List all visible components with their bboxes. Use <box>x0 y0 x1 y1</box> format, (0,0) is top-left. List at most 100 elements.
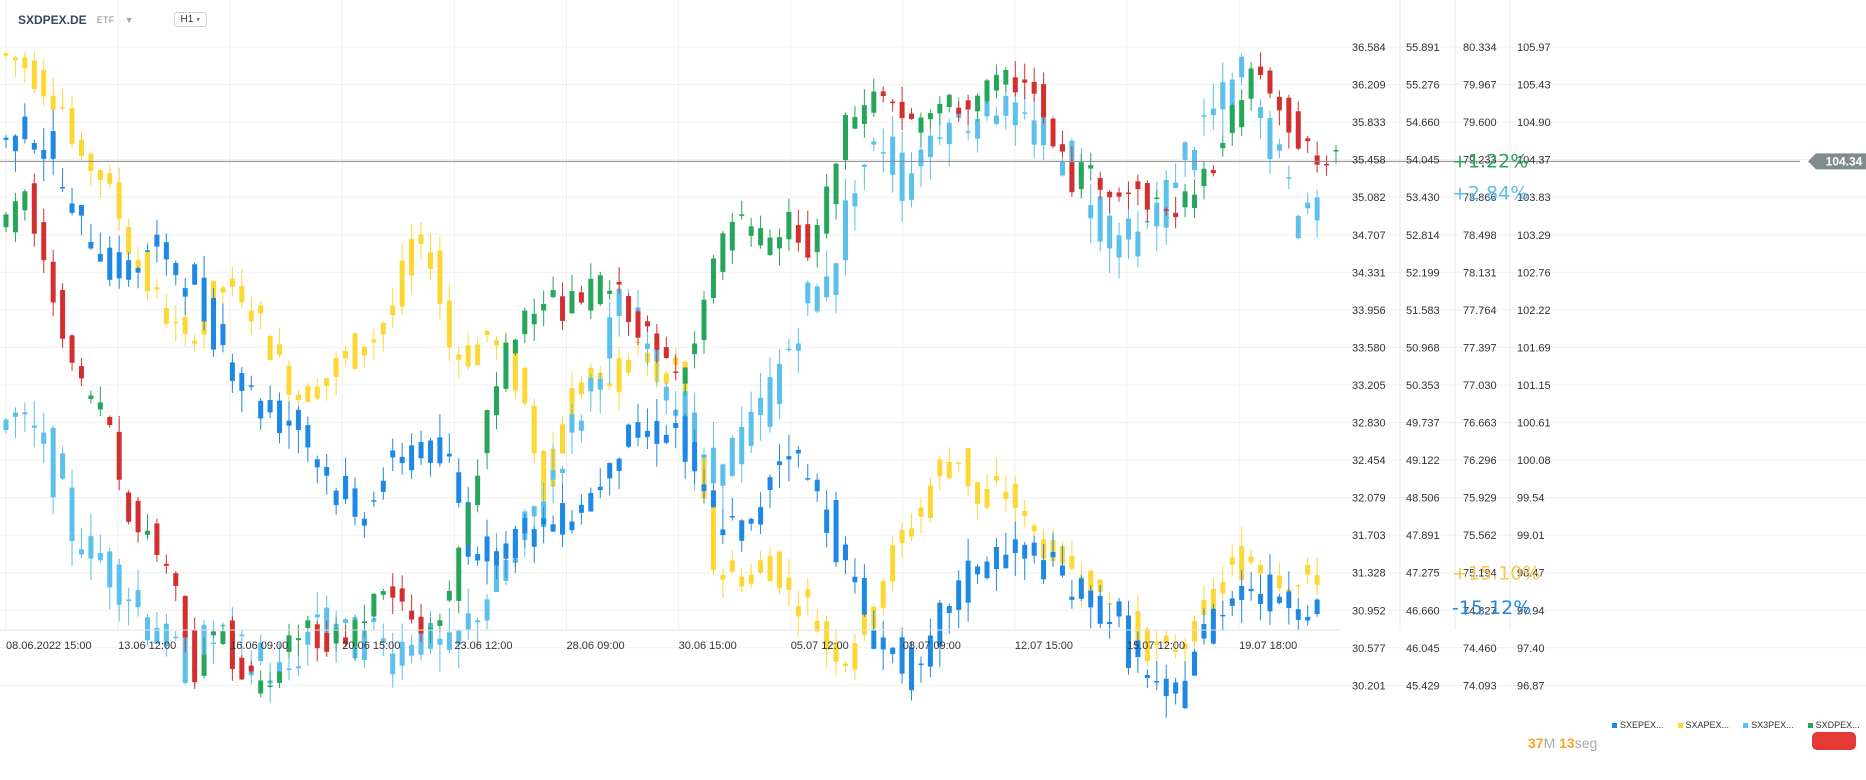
candle-body <box>937 459 943 477</box>
candle-body <box>69 203 75 213</box>
candle-body <box>1069 556 1075 569</box>
candle-body <box>1003 70 1009 85</box>
y-axis-tick-label: 99.01 <box>1517 530 1545 542</box>
candle-body <box>352 620 358 647</box>
candle-body <box>965 100 971 110</box>
candle-body <box>163 563 169 566</box>
y-axis-tick-label: 47.275 <box>1406 568 1440 580</box>
candle-body <box>1050 551 1056 558</box>
candle-body <box>1041 560 1047 580</box>
candle-body <box>833 642 839 662</box>
y-axis-tick-label: 98.47 <box>1517 568 1545 580</box>
candle-body <box>814 479 820 492</box>
candle-body <box>465 345 471 367</box>
candle-body <box>776 551 782 589</box>
candle-body <box>918 507 924 517</box>
candle-body <box>824 186 830 234</box>
candle-body <box>626 296 632 323</box>
candle-body <box>824 276 830 298</box>
candle-body <box>786 211 792 240</box>
candle-body <box>758 397 764 416</box>
candle-body <box>1022 112 1028 114</box>
timeframe-selector[interactable]: H1 ▾ <box>173 12 208 27</box>
candle-body <box>710 490 716 508</box>
candle-body <box>909 113 915 119</box>
candle-body <box>1229 105 1235 133</box>
chevron-down-icon[interactable]: ▼ <box>124 14 134 25</box>
symbol-label[interactable]: SXDPEX.DE <box>18 12 87 27</box>
candle-body <box>899 152 905 202</box>
candle-body <box>597 486 603 491</box>
candle-body <box>758 507 764 525</box>
candle-body <box>824 509 830 533</box>
candle-body <box>154 627 160 644</box>
x-axis-tick-label: 20.06 15:00 <box>342 640 400 652</box>
candle-body <box>1305 138 1311 142</box>
candle-body <box>1305 616 1311 621</box>
candle-body <box>1088 205 1094 219</box>
candle-body <box>446 453 452 457</box>
candle-body <box>1003 491 1009 500</box>
candle-body <box>1305 564 1311 575</box>
y-axis-tick-label: 54.660 <box>1406 117 1440 129</box>
candle-body <box>484 536 490 562</box>
candle-body <box>795 343 801 351</box>
x-axis: 08.06.2022 15:00 13.06 12:00 16.06 09:00 20… <box>0 629 1340 652</box>
candle-body <box>31 183 37 234</box>
legend-label: SXDPEX... <box>1815 720 1860 730</box>
candle-body <box>258 642 264 662</box>
candle-body <box>1069 162 1075 193</box>
candle-body <box>295 638 301 641</box>
candle-body <box>1059 565 1065 576</box>
candle-body <box>258 305 264 314</box>
candle-body <box>843 544 849 561</box>
candle-body <box>343 637 349 645</box>
y-axis-tick-label: 31.328 <box>1352 568 1386 580</box>
candle-body <box>12 57 18 61</box>
candle-body <box>333 628 339 644</box>
candle-body <box>739 426 745 465</box>
candle-body <box>126 227 132 255</box>
candle-body <box>324 632 330 652</box>
candle-body <box>1295 111 1301 149</box>
candle-body <box>1258 593 1264 605</box>
candle-body <box>550 470 556 480</box>
candle-body <box>701 454 707 458</box>
legend-item[interactable]: SXDPEX... <box>1807 720 1860 730</box>
candle-body <box>1144 183 1150 210</box>
candle-body <box>918 663 924 666</box>
candle-body <box>116 252 122 279</box>
candle-body <box>927 135 933 158</box>
candle-body <box>918 149 924 167</box>
candle-body <box>1003 95 1009 116</box>
y-axis-tick-label: 102.22 <box>1517 305 1551 317</box>
candle-body <box>578 382 584 395</box>
candle-body <box>861 577 867 615</box>
legend-item[interactable]: SXAPEX... <box>1677 720 1729 730</box>
candle-body <box>767 555 773 582</box>
candle-body <box>1107 215 1113 249</box>
candle-body <box>390 305 396 316</box>
candle-body <box>390 450 396 458</box>
candle-body <box>663 434 669 443</box>
y-axis-tick-label: 97.94 <box>1517 605 1545 617</box>
candle-body <box>144 530 150 535</box>
y-axis-tick-label: 45.429 <box>1406 680 1440 692</box>
x-axis-tick-label: 23.06 12:00 <box>454 640 512 652</box>
legend-item[interactable]: SX3PEX... <box>1743 720 1794 730</box>
candle-body <box>154 523 160 555</box>
candle-body <box>427 440 433 463</box>
alert-button[interactable] <box>1812 732 1856 750</box>
candle-body <box>909 528 915 537</box>
candle-body <box>833 263 839 295</box>
legend-item[interactable]: SXEPEX... <box>1612 720 1664 730</box>
candle-body <box>1192 651 1198 676</box>
y-axis-tick-label: 32.079 <box>1352 493 1386 505</box>
candle-body <box>531 529 537 547</box>
y-axis-tick-label: 52.814 <box>1406 230 1440 242</box>
candle-body <box>286 668 292 671</box>
candle-body <box>239 373 245 391</box>
candle-body <box>1248 588 1254 592</box>
candle-body <box>880 580 886 608</box>
